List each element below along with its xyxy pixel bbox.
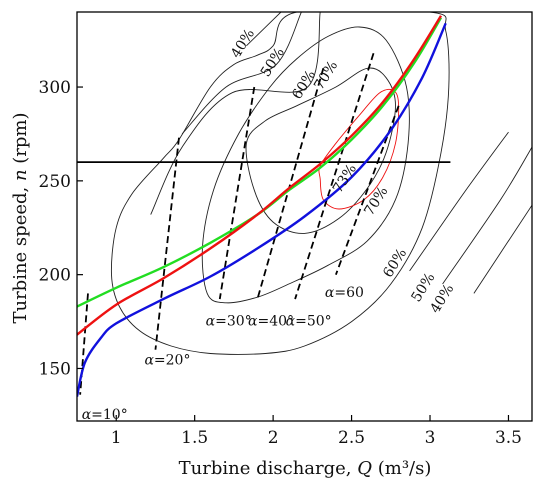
efficiency-contour-upper bbox=[150, 12, 321, 215]
series-line-green bbox=[77, 16, 443, 308]
alpha-label: α=60 bbox=[325, 285, 364, 301]
series-line-blue bbox=[77, 22, 447, 397]
guide-vane-line bbox=[154, 137, 180, 350]
efficiency-label: 70% bbox=[311, 58, 341, 93]
guide-vane-line bbox=[79, 293, 89, 395]
series-line-red bbox=[77, 15, 443, 336]
alpha-label: α=30° bbox=[206, 313, 252, 329]
efficiency-contour-lower bbox=[442, 146, 532, 285]
guide-vane-line bbox=[335, 105, 400, 275]
alpha-label: α=20° bbox=[144, 353, 190, 369]
y-tick-label: 150 bbox=[39, 359, 71, 379]
axes: 1 1.5 2 2.5 3 3.5 150 200 250 300 bbox=[39, 78, 522, 448]
y-tick-label: 200 bbox=[39, 266, 71, 286]
y-tick-label: 300 bbox=[39, 78, 71, 98]
efficiency-label: 50% bbox=[258, 45, 288, 80]
efficiency-label: 60% bbox=[380, 246, 410, 281]
x-tick-label: 2.5 bbox=[338, 428, 365, 448]
y-axis-title: Turbine speed, n (rpm) bbox=[10, 112, 31, 323]
plot-area bbox=[77, 12, 532, 397]
efficiency-label: 70% bbox=[361, 184, 391, 219]
x-tick-label: 1 bbox=[111, 428, 122, 448]
plot-frame bbox=[76, 11, 533, 422]
efficiency-label: 73% bbox=[330, 161, 360, 196]
efficiency-label: 40% bbox=[228, 26, 258, 61]
y-tick-label: 250 bbox=[39, 172, 71, 192]
guide-vane-line bbox=[218, 86, 256, 300]
x-tick-label: 3 bbox=[425, 428, 436, 448]
alpha-label: α=10° bbox=[82, 407, 128, 423]
alpha-label: α=40° bbox=[248, 313, 294, 329]
efficiency-contour bbox=[110, 12, 450, 355]
x-tick-label: 3.5 bbox=[495, 428, 522, 448]
annotation-layer: 40%40%50%50%60%60%70%70%73%α=10°α=20°α=3… bbox=[82, 26, 458, 423]
x-tick-label: 2 bbox=[268, 428, 279, 448]
guide-vane-line bbox=[294, 53, 375, 300]
guide-vane-line bbox=[256, 68, 325, 300]
alpha-label: α=50° bbox=[286, 313, 332, 329]
efficiency-contour-upper bbox=[246, 12, 282, 47]
x-tick-label: 1.5 bbox=[181, 428, 208, 448]
efficiency-contour-upper bbox=[181, 12, 302, 135]
x-axis-title: Turbine discharge, Q (m³/s) bbox=[179, 458, 432, 479]
efficiency-contour-lower bbox=[409, 131, 509, 272]
efficiency-contour bbox=[201, 26, 410, 304]
efficiency-contour-lower bbox=[473, 204, 532, 294]
